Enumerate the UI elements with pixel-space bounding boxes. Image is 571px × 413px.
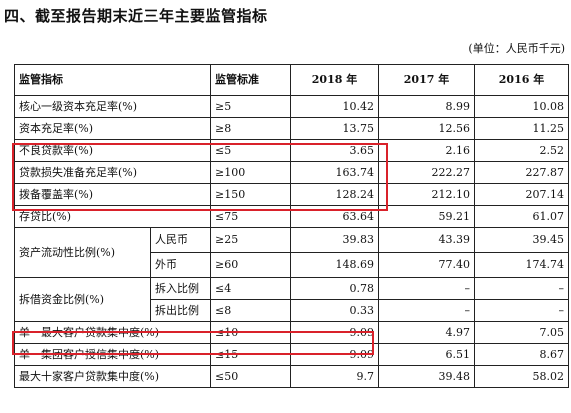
value-2018: 10.42 — [290, 95, 379, 118]
indicator-standard: ≥8 — [210, 117, 291, 140]
value-2018: 128.24 — [290, 183, 379, 206]
indicator-standard: ≤75 — [210, 205, 291, 228]
table-header-row: 监管指标 监管标准 2018 年 2017 年 2016 年 — [14, 64, 569, 96]
table-row: 拨备覆盖率(%) ≥150 128.24 212.10 207.14 — [14, 183, 569, 206]
value-2017: 4.97 — [378, 321, 475, 344]
value-2017: 12.56 — [378, 117, 475, 140]
value-2016: 39.45 — [474, 227, 569, 253]
value-2016: – — [474, 277, 569, 300]
table-row: 单一集团客户授信集中度(%) ≤15 9.09 6.51 8.67 — [14, 343, 569, 366]
indicator-standard: ≤4 — [210, 277, 291, 300]
value-2018: 39.83 — [290, 227, 379, 253]
value-2017: 59.21 — [378, 205, 475, 228]
indicator-standard: ≤8 — [210, 299, 291, 322]
page-heading: 四、截至报告期末近三年主要监管指标 — [4, 7, 268, 25]
table-row: 最大十家客户贷款集中度(%) ≤50 9.7 39.48 58.02 — [14, 365, 569, 388]
table-row: 核心一级资本充足率(%) ≥5 10.42 8.99 10.08 — [14, 95, 569, 118]
indicator-standard: ≥60 — [210, 252, 291, 278]
unit-note: (单位：人民币千元) — [468, 42, 565, 55]
value-2017: 39.48 — [378, 365, 475, 388]
value-2017: 8.99 — [378, 95, 475, 118]
indicator-standard: ≤50 — [210, 365, 291, 388]
table-row: 不良贷款率(%) ≤5 3.65 2.16 2.52 — [14, 139, 569, 162]
indicator-standard: ≥25 — [210, 227, 291, 253]
value-2017: 212.10 — [378, 183, 475, 206]
indicator-standard: ≥5 — [210, 95, 291, 118]
value-2017: 77.40 — [378, 252, 475, 278]
indicator-standard: ≤15 — [210, 343, 291, 366]
header-2017: 2017 年 — [378, 64, 475, 96]
table-row: 单一最大客户贷款集中度(%) ≤10 9.09 4.97 7.05 — [14, 321, 569, 344]
indicator-standard: ≤5 — [210, 139, 291, 162]
value-2018: 9.09 — [290, 321, 379, 344]
table-row: 资本充足率(%) ≥8 13.75 12.56 11.25 — [14, 117, 569, 140]
indicator-name: 资产流动性比例(%) — [14, 227, 151, 278]
value-2018: 3.65 — [290, 139, 379, 162]
indicator-name: 不良贷款率(%) — [14, 139, 211, 162]
indicator-name: 核心一级资本充足率(%) — [14, 95, 211, 118]
indicator-name: 最大十家客户贷款集中度(%) — [14, 365, 211, 388]
value-2017: – — [378, 299, 475, 322]
value-2016: 8.67 — [474, 343, 569, 366]
indicator-subcategory: 外币 — [150, 252, 211, 278]
value-2018: 0.33 — [290, 299, 379, 322]
value-2018: 13.75 — [290, 117, 379, 140]
value-2016: 2.52 — [474, 139, 569, 162]
indicator-standard: ≥150 — [210, 183, 291, 206]
indicator-name: 拨备覆盖率(%) — [14, 183, 211, 206]
header-indicator: 监管指标 — [14, 64, 211, 96]
value-2018: 9.7 — [290, 365, 379, 388]
indicator-name: 资本充足率(%) — [14, 117, 211, 140]
table-row: 资产流动性比例(%) 人民币 ≥25 39.83 43.39 39.45 — [14, 227, 569, 278]
value-2016: 174.74 — [474, 252, 569, 278]
value-2017: 43.39 — [378, 227, 475, 253]
value-2018: 63.64 — [290, 205, 379, 228]
indicator-subcategory: 拆入比例 — [150, 277, 211, 300]
table-row: 外币 ≥60 148.69 77.40 174.74 — [15, 252, 569, 278]
value-2016: 61.07 — [474, 205, 569, 228]
header-standard: 监管标准 — [210, 64, 291, 96]
value-2017: 2.16 — [378, 139, 475, 162]
header-2016: 2016 年 — [474, 64, 569, 96]
value-2016: 11.25 — [474, 117, 569, 140]
indicator-name: 单一最大客户贷款集中度(%) — [14, 321, 211, 344]
indicator-subcategory: 拆出比例 — [150, 299, 211, 322]
value-2016: 7.05 — [474, 321, 569, 344]
table-row: 拆借资金比例(%) 拆入比例 ≤4 0.78 – – — [14, 277, 569, 322]
indicator-name: 贷款损失准备充足率(%) — [14, 161, 211, 184]
regulatory-indicators-table: 监管指标 监管标准 2018 年 2017 年 2016 年 核心一级资本充足率… — [14, 64, 569, 388]
value-2018: 163.74 — [290, 161, 379, 184]
table-row: 存贷比(%) ≤75 63.64 59.21 61.07 — [14, 205, 569, 228]
value-2016: 227.87 — [474, 161, 569, 184]
indicator-subcategory: 人民币 — [150, 227, 211, 253]
indicator-name: 拆借资金比例(%) — [14, 277, 151, 322]
indicator-name: 存贷比(%) — [14, 205, 211, 228]
value-2016: 10.08 — [474, 95, 569, 118]
indicator-standard: ≥100 — [210, 161, 291, 184]
value-2017: 6.51 — [378, 343, 475, 366]
value-2017: 222.27 — [378, 161, 475, 184]
value-2018: 0.78 — [290, 277, 379, 300]
table-row: 贷款损失准备充足率(%) ≥100 163.74 222.27 227.87 — [14, 161, 569, 184]
value-2016: 207.14 — [474, 183, 569, 206]
value-2016: – — [474, 299, 569, 322]
header-2018: 2018 年 — [290, 64, 379, 96]
indicator-standard: ≤10 — [210, 321, 291, 344]
value-2017: – — [378, 277, 475, 300]
indicator-name: 单一集团客户授信集中度(%) — [14, 343, 211, 366]
value-2016: 58.02 — [474, 365, 569, 388]
value-2018: 148.69 — [290, 252, 379, 278]
value-2018: 9.09 — [290, 343, 379, 366]
